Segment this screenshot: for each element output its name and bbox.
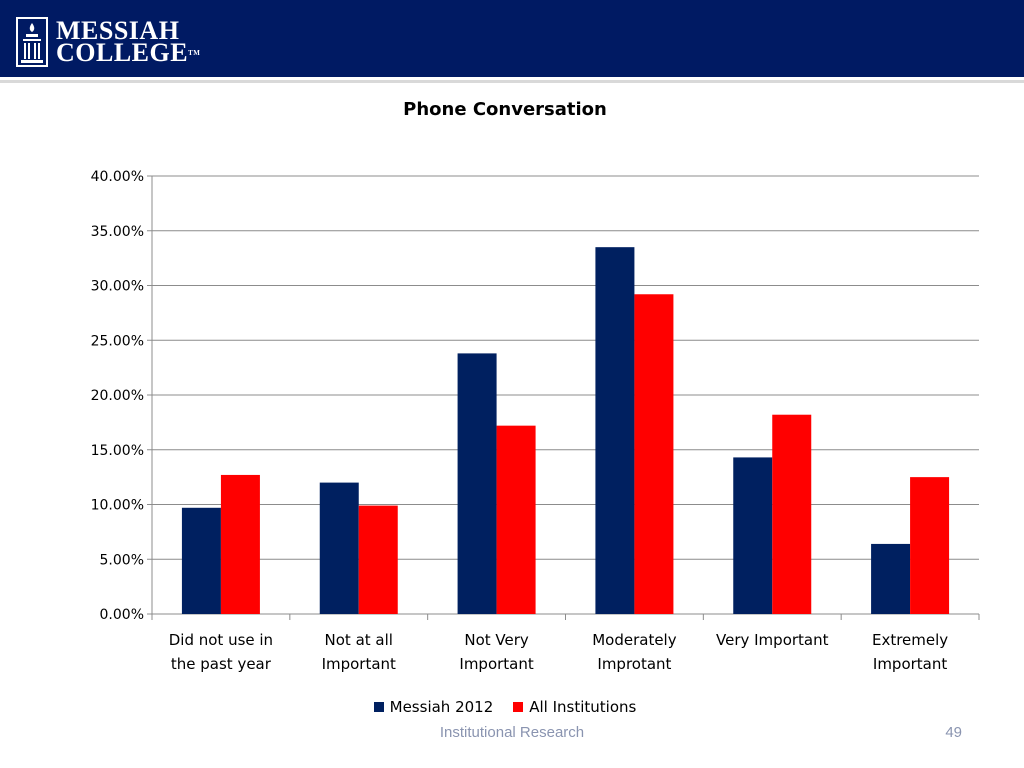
logo-text-line1: MESSIAH bbox=[56, 16, 180, 45]
bar-messiah bbox=[457, 353, 497, 614]
x-category-label: Very Important bbox=[716, 631, 829, 649]
y-tick-label: 0.00% bbox=[100, 607, 144, 623]
x-category-label: Improtant bbox=[597, 655, 671, 673]
bar-all-institutions bbox=[910, 477, 950, 614]
bar-all-institutions bbox=[634, 294, 674, 614]
legend-label-messiah: Messiah 2012 bbox=[389, 698, 494, 716]
legend-swatch-all-institutions bbox=[513, 702, 524, 712]
x-category-label: Important bbox=[873, 655, 947, 673]
y-tick-label: 15.00% bbox=[91, 443, 144, 459]
lamp-crest-icon bbox=[16, 17, 48, 67]
x-category-label: Did not use in bbox=[169, 631, 273, 649]
x-category-label: Moderately bbox=[592, 631, 677, 649]
header-bar: MESSIAH COLLEGETM bbox=[0, 0, 1024, 80]
bar-all-institutions bbox=[496, 425, 536, 614]
x-category-label: Not Very bbox=[464, 631, 529, 649]
logo-trademark: TM bbox=[188, 49, 201, 57]
page-number: 49 bbox=[945, 724, 962, 741]
bar-all-institutions bbox=[220, 474, 260, 614]
bar-messiah bbox=[319, 482, 359, 614]
legend-item-messiah: Messiah 2012 bbox=[373, 698, 494, 716]
chart-title: Phone Conversation bbox=[403, 99, 607, 120]
bar-all-institutions bbox=[358, 505, 398, 614]
y-tick-label: 10.00% bbox=[91, 498, 144, 514]
legend-swatch-messiah bbox=[373, 702, 384, 712]
footer-text: Institutional Research bbox=[439, 724, 585, 741]
y-tick-label: 30.00% bbox=[91, 279, 144, 295]
college-logo: MESSIAH COLLEGETM bbox=[16, 14, 200, 70]
bar-messiah bbox=[733, 457, 773, 614]
x-category-label: Important bbox=[322, 655, 396, 673]
x-category-label: Important bbox=[459, 655, 533, 673]
legend-item-all-institutions: All Institutions bbox=[513, 698, 636, 716]
y-tick-label: 20.00% bbox=[91, 388, 144, 404]
bar-messiah bbox=[181, 507, 221, 614]
legend-label-all-institutions: All Institutions bbox=[529, 698, 637, 716]
bar-all-institutions bbox=[772, 414, 812, 614]
bar-messiah bbox=[871, 543, 911, 614]
x-category-label: Not at all bbox=[325, 631, 393, 649]
x-category-label: Extremely bbox=[872, 631, 948, 649]
y-tick-label: 40.00% bbox=[91, 169, 144, 185]
logo-text-line2: COLLEGE bbox=[56, 38, 189, 67]
chart-legend: Messiah 2012 All Institutions bbox=[0, 698, 1010, 716]
bar-messiah bbox=[595, 247, 635, 615]
y-tick-label: 5.00% bbox=[100, 552, 144, 568]
y-tick-label: 35.00% bbox=[91, 224, 144, 240]
x-category-label: the past year bbox=[171, 655, 272, 673]
y-tick-label: 25.00% bbox=[91, 333, 144, 349]
